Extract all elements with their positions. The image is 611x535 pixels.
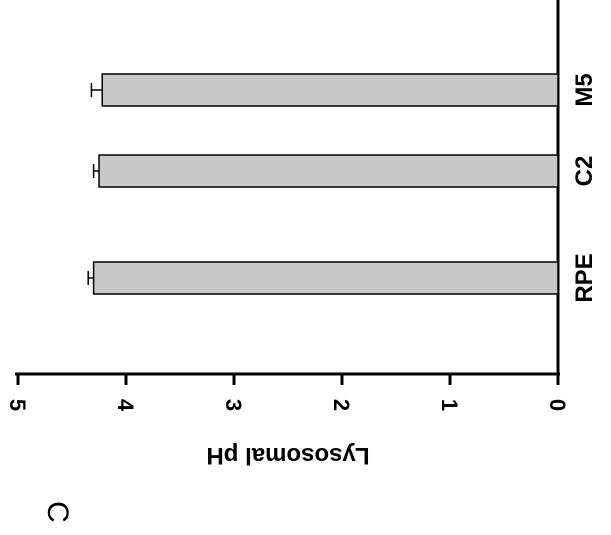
tick-label: 2 [329,399,354,411]
tick-label: 3 [221,399,246,411]
category-label: M5 [571,73,598,106]
tick-label: 0 [545,399,570,411]
category-label: C2 [571,156,598,187]
tick-label: 4 [113,399,138,412]
bar-m5 [101,73,559,107]
bar-rpe [92,261,559,295]
category-label: RPE [571,253,598,302]
bar-group [87,73,559,295]
tick-label: 5 [5,399,30,411]
panel-label: C [41,501,74,523]
category-label-group: RPE C2 M5 [571,73,598,302]
axis-title: Lysosomal pH [206,442,369,469]
bar-c2 [98,154,559,188]
tick-group: 0 1 2 3 4 5 [5,374,570,412]
tick-label: 1 [437,399,462,411]
